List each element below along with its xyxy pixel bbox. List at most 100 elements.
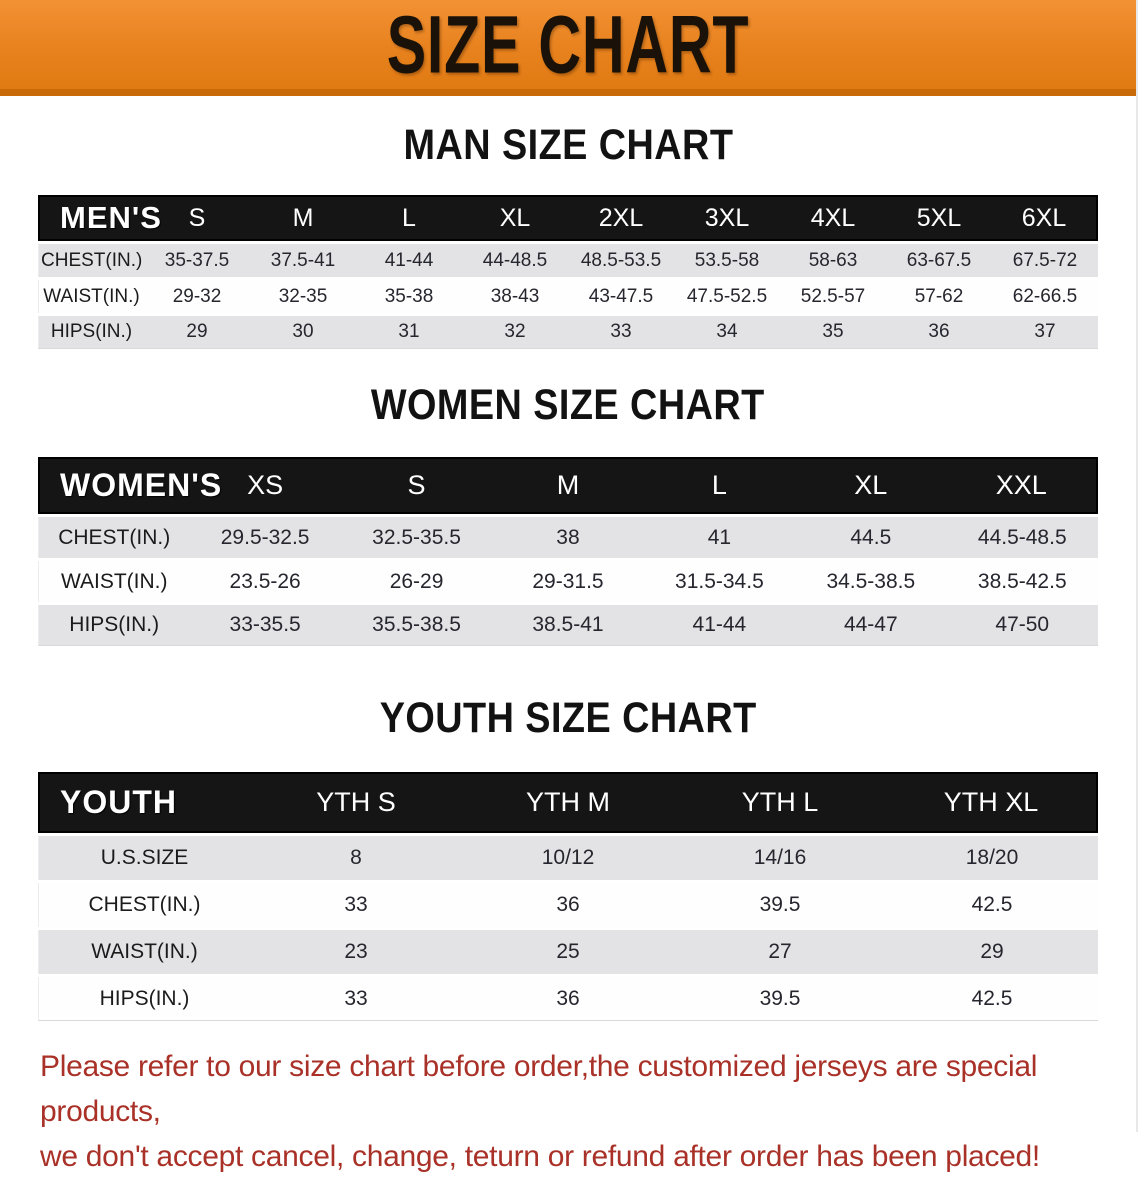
size-column-header: XS [189, 457, 341, 514]
size-value-cell: 29-31.5 [492, 561, 644, 602]
size-column-header: YTH XL [886, 772, 1098, 833]
size-value-cell: 33 [250, 977, 462, 1021]
row-label: WAIST(IN.) [38, 280, 144, 313]
table-row: WAIST(IN.) 23 25 27 29 [38, 930, 1098, 974]
size-value-cell: 33-35.5 [189, 605, 341, 646]
table-row: HIPS(IN.) 29 30 31 32 33 34 35 36 37 [38, 316, 1098, 349]
size-value-cell: 43-47.5 [568, 280, 674, 313]
size-value-cell: 38.5-42.5 [946, 561, 1098, 602]
size-value-cell: 38 [492, 517, 644, 558]
size-value-cell: 57-62 [886, 280, 992, 313]
size-value-cell: 44.5 [795, 517, 947, 558]
size-value-cell: 63-67.5 [886, 244, 992, 277]
table-row: CHEST(IN.) 33 36 39.5 42.5 [38, 883, 1098, 927]
size-value-cell: 44.5-48.5 [946, 517, 1098, 558]
size-value-cell: 41 [643, 517, 796, 558]
table-row: HIPS(IN.) 33-35.5 35.5-38.5 38.5-41 41-44 44-… [38, 605, 1098, 646]
size-value-cell: 14/16 [674, 836, 886, 880]
size-value-cell: 35-38 [356, 280, 462, 313]
row-label: HIPS(IN.) [38, 977, 250, 1021]
size-value-cell: 35-37.5 [144, 244, 250, 277]
section-youth-size-chart: YOUTH SIZE CHART YOUTH YTH S YTH M YTH L YTH… [0, 695, 1136, 1024]
size-column-header: XXL [946, 457, 1098, 514]
size-column-header: S [144, 195, 250, 241]
size-value-cell: 36 [462, 883, 674, 927]
size-value-cell: 25 [462, 930, 674, 974]
size-value-cell: 34 [674, 316, 780, 349]
size-value-cell: 32 [462, 316, 568, 349]
size-value-cell: 30 [250, 316, 356, 349]
size-value-cell: 29 [886, 930, 1098, 974]
size-value-cell: 35.5-38.5 [340, 605, 493, 646]
size-value-cell: 38-43 [462, 280, 568, 313]
disclaimer-line-2: we don't accept cancel, change, teturn o… [40, 1140, 1040, 1173]
size-value-cell: 58-63 [780, 244, 886, 277]
size-column-header: XL [462, 195, 568, 241]
size-value-cell: 32-35 [250, 280, 356, 313]
table-row: CHEST(IN.) 29.5-32.5 32.5-35.5 38 41 44.5 44.5… [38, 517, 1098, 558]
size-column-header: XL [795, 457, 947, 514]
table-corner-label: WOMEN'S [38, 457, 221, 514]
size-value-cell: 67.5-72 [992, 244, 1098, 277]
table-row: WAIST(IN.) 23.5-26 26-29 29-31.5 31.5-34.5 34… [38, 561, 1098, 602]
row-label: HIPS(IN.) [38, 316, 144, 349]
size-value-cell: 36 [462, 977, 674, 1021]
heading-youth-size-chart: YOUTH SIZE CHART [379, 694, 757, 742]
row-label: CHEST(IN.) [38, 883, 250, 927]
table-row: WAIST(IN.) 29-32 32-35 35-38 38-43 43-47.5 47.… [38, 280, 1098, 313]
size-column-header: 2XL [568, 195, 674, 241]
section-women-size-chart: WOMEN SIZE CHART WOMEN'S XS S M L XL XXL CHEST(… [0, 382, 1136, 649]
row-label: U.S.SIZE [38, 836, 250, 880]
size-value-cell: 31 [356, 316, 462, 349]
heading-women-size-chart: WOMEN SIZE CHART [371, 381, 765, 429]
size-column-header: 5XL [886, 195, 992, 241]
size-value-cell: 41-44 [643, 605, 796, 646]
size-value-cell: 38.5-41 [492, 605, 644, 646]
size-value-cell: 44-48.5 [462, 244, 568, 277]
row-label: CHEST(IN.) [38, 244, 144, 277]
size-value-cell: 8 [250, 836, 462, 880]
size-value-cell: 29.5-32.5 [189, 517, 341, 558]
size-column-header: YTH S [250, 772, 462, 833]
size-value-cell: 37 [992, 316, 1098, 349]
size-value-cell: 18/20 [886, 836, 1098, 880]
row-label: CHEST(IN.) [38, 517, 190, 558]
size-value-cell: 32.5-35.5 [340, 517, 493, 558]
size-value-cell: 29 [144, 316, 250, 349]
size-value-cell: 62-66.5 [992, 280, 1098, 313]
table-corner-label: MEN'S [38, 195, 161, 241]
size-column-header: 3XL [674, 195, 780, 241]
section-man-size-chart: MAN SIZE CHART MEN'S S M L XL 2XL 3XL 4XL 5XL 6XL… [0, 122, 1136, 352]
youth-size-table: YOUTH YTH S YTH M YTH L YTH XL U.S.SIZE 8 10/12… [38, 769, 1098, 1024]
size-value-cell: 34.5-38.5 [795, 561, 947, 602]
row-label: WAIST(IN.) [38, 561, 190, 602]
size-column-header: 6XL [992, 195, 1098, 241]
size-value-cell: 31.5-34.5 [643, 561, 796, 602]
size-value-cell: 27 [674, 930, 886, 974]
size-value-cell: 39.5 [674, 977, 886, 1021]
size-value-cell: 33 [568, 316, 674, 349]
size-column-header: 4XL [780, 195, 886, 241]
table-row: HIPS(IN.) 33 36 39.5 42.5 [38, 977, 1098, 1021]
size-value-cell: 39.5 [674, 883, 886, 927]
size-column-header: YTH L [674, 772, 886, 833]
row-label: WAIST(IN.) [38, 930, 250, 974]
size-value-cell: 53.5-58 [674, 244, 780, 277]
order-disclaimer: Please refer to our size chart before or… [40, 1044, 1100, 1179]
size-value-cell: 48.5-53.5 [568, 244, 674, 277]
size-chart-banner: SIZE CHART [0, 0, 1136, 96]
row-label: HIPS(IN.) [38, 605, 190, 646]
size-column-header: L [643, 457, 796, 514]
table-row: U.S.SIZE 8 10/12 14/16 18/20 [38, 836, 1098, 880]
size-value-cell: 37.5-41 [250, 244, 356, 277]
size-value-cell: 52.5-57 [780, 280, 886, 313]
size-column-header: YTH M [462, 772, 674, 833]
size-column-header: M [250, 195, 356, 241]
size-column-header: L [356, 195, 462, 241]
table-corner-label: YOUTH [38, 772, 250, 833]
size-value-cell: 35 [780, 316, 886, 349]
size-value-cell: 29-32 [144, 280, 250, 313]
size-value-cell: 42.5 [886, 977, 1098, 1021]
size-value-cell: 47.5-52.5 [674, 280, 780, 313]
disclaimer-line-1: Please refer to our size chart before or… [40, 1050, 1038, 1128]
